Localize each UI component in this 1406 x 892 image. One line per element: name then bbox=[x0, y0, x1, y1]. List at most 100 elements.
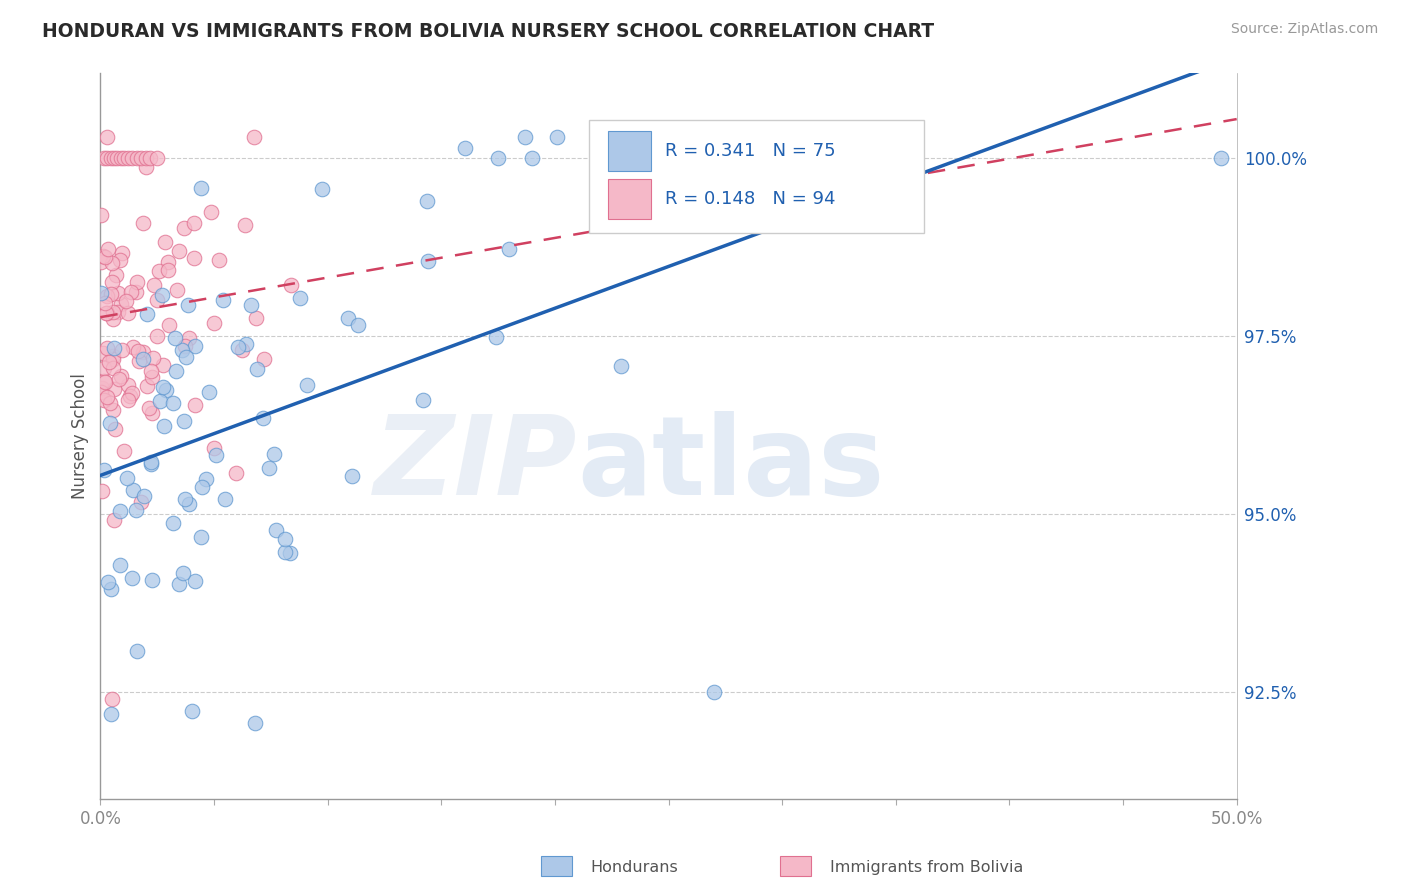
Point bbox=[125, 644, 148, 658]
Point bbox=[94, 375, 117, 389]
Point bbox=[211, 293, 233, 307]
Point bbox=[101, 312, 124, 326]
Point bbox=[135, 152, 157, 166]
Point bbox=[184, 339, 207, 353]
Point bbox=[101, 304, 124, 318]
Point bbox=[264, 524, 287, 538]
Text: HONDURAN VS IMMIGRANTS FROM BOLIVIA NURSERY SCHOOL CORRELATION CHART: HONDURAN VS IMMIGRANTS FROM BOLIVIA NURS… bbox=[42, 22, 935, 41]
Point bbox=[125, 502, 148, 516]
Point bbox=[235, 337, 257, 351]
Point bbox=[169, 244, 191, 258]
Point bbox=[98, 355, 121, 369]
Point bbox=[166, 283, 188, 297]
Point bbox=[135, 160, 157, 174]
Point bbox=[96, 305, 118, 319]
Point bbox=[100, 287, 122, 301]
Point bbox=[174, 491, 197, 506]
Point bbox=[98, 416, 121, 430]
Point bbox=[101, 349, 124, 363]
Point bbox=[245, 311, 267, 326]
Point bbox=[131, 495, 153, 509]
Point bbox=[96, 341, 118, 355]
Point bbox=[121, 571, 143, 585]
Point bbox=[280, 278, 302, 293]
Point bbox=[153, 418, 176, 433]
Point bbox=[202, 441, 225, 455]
Point bbox=[202, 316, 225, 330]
Point bbox=[454, 140, 477, 154]
Point bbox=[120, 389, 142, 403]
Point bbox=[416, 194, 439, 208]
Point bbox=[157, 254, 180, 268]
Point bbox=[184, 398, 207, 412]
Point bbox=[110, 152, 132, 166]
Point bbox=[146, 152, 169, 166]
Point bbox=[253, 351, 276, 366]
Point bbox=[245, 716, 267, 731]
Point bbox=[337, 311, 360, 326]
Point bbox=[231, 343, 253, 357]
Point bbox=[146, 328, 169, 343]
Point bbox=[131, 216, 153, 230]
Point bbox=[486, 152, 509, 166]
Point bbox=[125, 152, 148, 166]
Point bbox=[340, 468, 363, 483]
Point bbox=[90, 385, 112, 400]
Text: R = 0.341   N = 75: R = 0.341 N = 75 bbox=[665, 142, 835, 161]
Point bbox=[412, 392, 434, 407]
Point bbox=[173, 221, 195, 235]
Point bbox=[1209, 152, 1232, 166]
Point bbox=[93, 295, 115, 310]
Point bbox=[96, 130, 118, 145]
Point bbox=[103, 382, 125, 396]
Point bbox=[520, 152, 543, 166]
Point bbox=[93, 152, 115, 166]
Point bbox=[205, 449, 228, 463]
Point bbox=[162, 396, 184, 410]
Point bbox=[117, 378, 139, 392]
Text: atlas: atlas bbox=[578, 411, 884, 518]
Point bbox=[278, 546, 301, 560]
Point bbox=[156, 263, 179, 277]
Point bbox=[208, 252, 231, 267]
Point bbox=[121, 386, 143, 401]
Point bbox=[498, 242, 520, 256]
Point bbox=[609, 359, 631, 373]
Point bbox=[112, 152, 135, 166]
Point bbox=[184, 574, 207, 588]
Point bbox=[105, 268, 128, 283]
Point bbox=[101, 360, 124, 375]
Point bbox=[190, 530, 212, 544]
Point bbox=[252, 410, 274, 425]
Point bbox=[93, 392, 115, 407]
Point bbox=[167, 576, 190, 591]
Text: ZIP: ZIP bbox=[374, 411, 578, 518]
Point bbox=[152, 287, 174, 301]
Point bbox=[183, 216, 205, 230]
Point bbox=[235, 219, 257, 233]
Point bbox=[165, 364, 187, 378]
Point bbox=[134, 489, 156, 503]
Point bbox=[103, 513, 125, 527]
Bar bbox=[609, 178, 651, 219]
Point bbox=[141, 573, 163, 587]
Point bbox=[94, 306, 117, 320]
Point bbox=[121, 152, 143, 166]
Point bbox=[90, 484, 112, 499]
Point bbox=[108, 253, 131, 268]
Point bbox=[120, 285, 142, 300]
Point bbox=[135, 307, 157, 321]
Point bbox=[311, 182, 333, 196]
Point bbox=[107, 304, 129, 318]
Point bbox=[108, 504, 131, 518]
Point bbox=[90, 208, 112, 222]
Point bbox=[162, 516, 184, 531]
Point bbox=[141, 406, 163, 420]
Point bbox=[172, 343, 194, 358]
Point bbox=[139, 457, 162, 471]
Point bbox=[157, 318, 180, 333]
Point bbox=[101, 402, 124, 417]
Point bbox=[103, 152, 125, 166]
Point bbox=[139, 364, 162, 378]
Point bbox=[139, 455, 162, 469]
